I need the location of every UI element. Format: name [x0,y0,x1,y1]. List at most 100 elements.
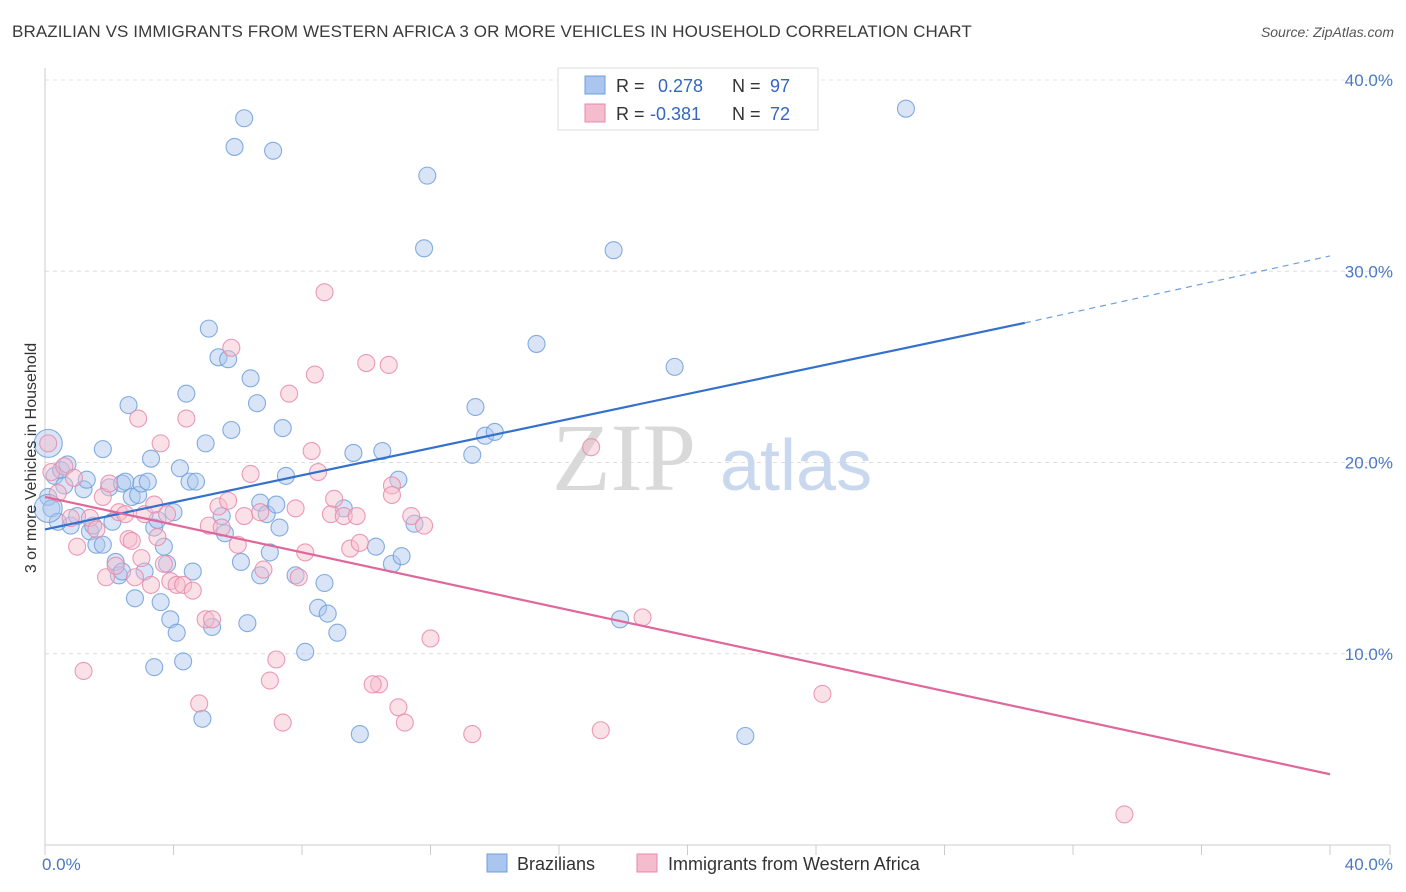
western-africa-point-62 [379,355,398,375]
brazilians-point-67 [276,466,295,485]
x-tick-label-min: 0.0% [42,855,81,874]
western-africa-point-64 [389,698,408,717]
western-africa-point-35 [203,610,222,629]
western-africa-point-32 [190,694,209,713]
bottom-legend: Brazilians Immigrants from Western Afric… [486,853,921,874]
western-africa-point-38 [219,491,238,510]
brazilians-point-66 [273,419,292,438]
western-africa-point-79 [363,675,382,694]
brazilians-point-80 [392,547,411,566]
western-africa-point-74 [1115,805,1134,824]
brazilians-point-58 [241,369,260,388]
brazilians-point-22 [119,396,138,415]
brazilians-point-42 [180,472,199,491]
bottom-legend-label-western-africa: Immigrants from Western Africa [668,854,921,874]
brazilians-point-74 [344,443,363,462]
brazilians-point-70 [309,598,328,617]
bottom-legend-swatch-western-africa [636,853,658,873]
western-africa-point-15 [119,529,138,549]
western-africa-point-25 [154,554,173,573]
brazilians-point-55 [231,552,251,572]
brazilians-point-13 [93,535,112,554]
western-africa-point-5 [68,537,87,556]
brazilians-point-75 [350,725,369,744]
brazilians-point-53 [222,420,241,440]
western-africa-point-23 [148,528,167,547]
western-africa-point-29 [174,575,193,594]
brazilians-point-23 [122,487,141,506]
brazilians-point-90 [665,357,684,376]
brazilians-point-39 [170,459,189,478]
y-tick-label-0: 10.0% [1345,645,1393,664]
western-africa-point-77 [347,506,366,526]
brazilians-point-14 [93,440,112,459]
legend-swatch-brazilians [584,75,606,95]
brazilians-point-84 [463,445,482,464]
western-africa-point-60 [357,353,376,373]
western-africa-point-19 [132,549,151,568]
brazilians-point-4 [55,476,74,495]
western-africa-point-39 [222,338,241,357]
bottom-legend-label-brazilians: Brazilians [517,854,595,874]
western-africa-point-47 [273,713,292,732]
brazilians-point-88 [604,241,623,260]
western-africa-point-65 [395,713,414,732]
brazilians-point-65 [270,518,289,537]
brazilians-point-38 [167,623,186,642]
western-africa-point-43 [251,503,270,522]
western-africa-point-16 [122,531,141,550]
chart-source: Source: ZipAtlas.com [1260,24,1394,40]
legend-swatch-western-africa [584,103,606,123]
western-africa-point-75 [39,434,58,453]
western-africa-point-41 [235,506,254,526]
western-africa-point-70 [582,438,601,457]
trend-line-brazilians [44,321,1026,531]
y-tick-label-1: 20.0% [1345,454,1393,473]
western-africa-point-57 [334,506,353,526]
brazilians-point-64 [267,495,286,514]
western-africa-point-8 [87,520,106,539]
brazilians-point-83 [418,166,437,185]
western-africa-point-59 [350,533,369,552]
legend-n-label-1: N = [732,76,761,96]
legend-box: R = 0.278 N = 97 R = -0.381 N = 72 [557,67,819,131]
brazilians-point-20 [113,474,132,493]
brazilians-point-45 [193,709,212,728]
brazilians-point-37 [164,503,183,522]
x-tick-label-max: 40.0% [1345,855,1393,874]
western-africa-point-1 [48,484,67,503]
brazilians-point-82 [415,239,434,258]
legend-n-value-1: 97 [770,76,790,96]
western-africa-point-17 [125,568,144,587]
western-africa-point-48 [280,384,299,403]
y-axis-title: 3 or more Vehicles in Household [23,343,40,573]
legend-r-value-1: 0.278 [658,76,703,96]
western-africa-point-42 [241,464,260,484]
western-africa-point-72 [633,608,652,627]
western-africa-point-6 [74,661,93,681]
brazilians-point-91 [736,726,755,746]
brazilians-point-47 [199,319,218,338]
brazilians-point-95 [251,566,270,585]
brazilians-point-28 [138,472,157,491]
brazilians-point-24 [125,589,144,608]
western-africa-point-28 [167,575,186,594]
western-africa-point-63 [382,476,402,495]
bottom-legend-swatch-brazilians [486,853,508,873]
brazilians-point-46 [196,434,215,453]
y-tick-label-3: 40.0% [1345,71,1393,90]
x-tick-labels: 0.0% 40.0% [42,855,1393,874]
brazilians-point-31 [145,658,164,677]
watermark-atlas: atlas [720,426,872,506]
western-africa-point-4 [64,468,83,487]
western-africa-point-71 [591,721,610,740]
western-africa-point-45 [260,671,279,690]
western-africa-point-73 [813,684,832,703]
brazilians-point-71 [315,573,334,593]
y-tick-label-2: 30.0% [1345,262,1393,281]
brazilians-point-33 [151,593,170,612]
brazilians-point-44 [186,472,206,491]
y-tick-labels: 10.0% 20.0% 30.0% 40.0% [1345,71,1393,664]
brazilians-point-76 [366,537,385,556]
